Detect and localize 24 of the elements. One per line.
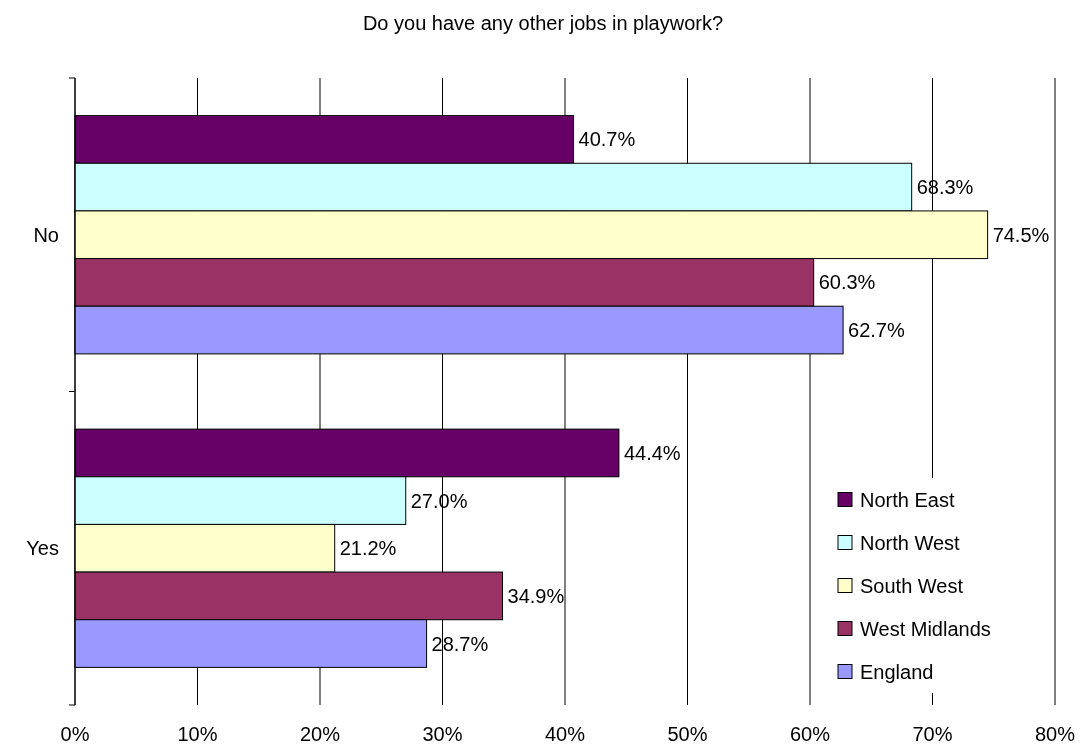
y-tick-label: No [33,223,59,246]
x-tick-label: 50% [667,723,708,745]
data-label: 21.2% [339,537,397,560]
x-tick-label: 20% [299,723,341,745]
data-label: 34.9% [507,584,565,607]
y-tick-label: Yes [26,537,59,560]
chart-title: Do you have any other jobs in playwork? [362,12,724,34]
x-tick-label: 40% [544,723,586,745]
x-tick-label: 10% [177,723,218,745]
data-label: 44.4% [623,441,681,464]
data-label: 40.7% [578,128,636,151]
legend-label: North West [860,531,961,554]
data-label: 62.7% [848,319,905,342]
x-tick-label: 80% [1034,723,1076,745]
legend-label: West Midlands [860,617,991,640]
x-tick-label: 70% [912,723,953,745]
x-tick-label: 30% [422,723,463,745]
x-tick-label: 60% [789,723,831,745]
legend-label: England [860,660,934,683]
legend-label: South West [860,574,964,597]
x-tick-label: 0% [60,723,90,745]
data-label: 74.5% [992,223,1050,246]
legend-label: North East [860,488,955,511]
data-label: 60.3% [818,271,876,294]
